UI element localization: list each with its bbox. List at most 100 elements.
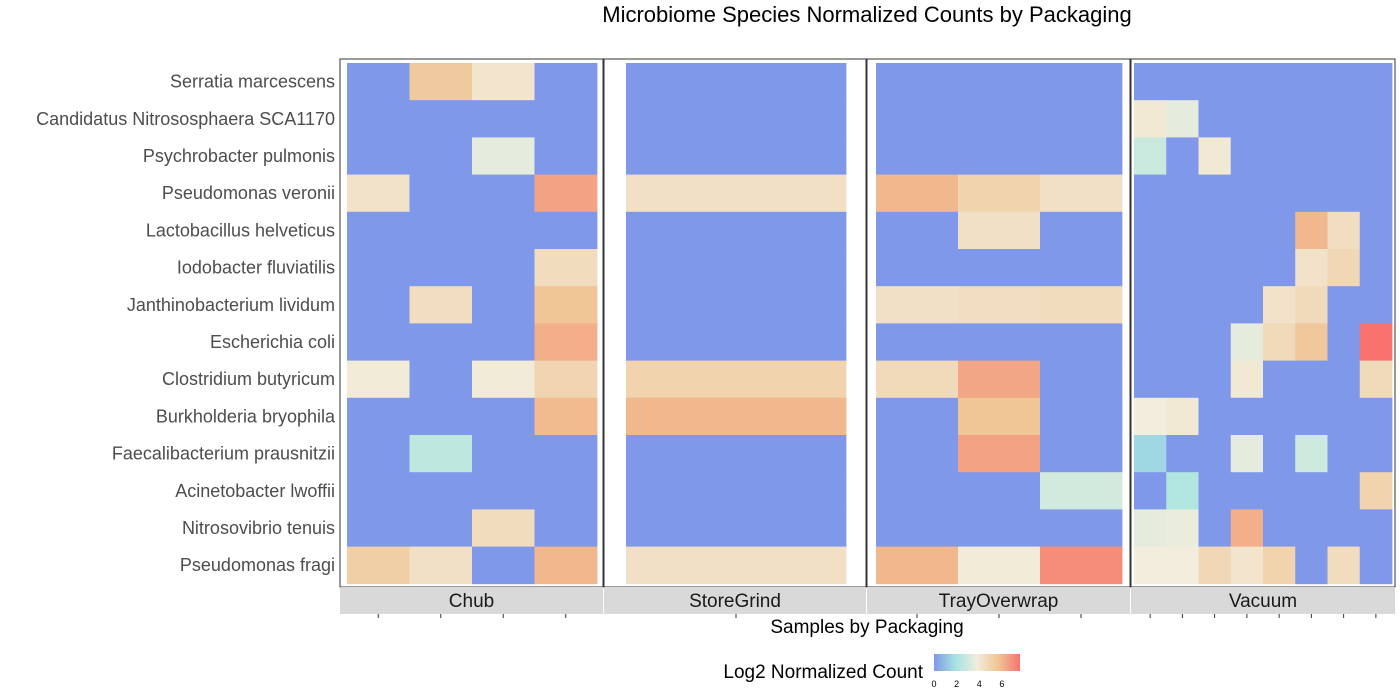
heatmap-cell xyxy=(1166,174,1199,213)
heatmap-cell xyxy=(1230,211,1264,250)
heatmap-cell xyxy=(1295,137,1328,175)
heatmap-cell xyxy=(876,211,959,250)
heatmap-cell xyxy=(958,509,1041,547)
heatmap-cell xyxy=(958,397,1041,436)
heatmap-cell xyxy=(1327,211,1361,250)
heatmap-cell xyxy=(409,472,473,510)
heatmap-cell xyxy=(1198,472,1232,510)
heatmap-cell xyxy=(1230,546,1264,585)
heatmap-cell xyxy=(1295,509,1328,547)
facet-label: StoreGrind xyxy=(689,591,781,612)
heatmap-cell xyxy=(409,286,473,324)
heatmap-cell xyxy=(409,360,473,399)
legend-colorbar xyxy=(934,654,1020,671)
heatmap-cell xyxy=(472,174,535,213)
y-tick-label: Psychrobacter pulmonis xyxy=(143,146,335,166)
heatmap-cell xyxy=(1040,100,1123,138)
heatmap-cell xyxy=(626,435,847,473)
y-tick-label: Acinetobacter lwoffii xyxy=(175,481,335,501)
heatmap-cell xyxy=(1198,546,1232,585)
legend-tick-label: 0 xyxy=(931,679,936,689)
heatmap-cell xyxy=(472,211,535,250)
heatmap-cell xyxy=(958,472,1041,510)
heatmap-cell xyxy=(347,63,410,101)
heatmap-cell xyxy=(409,249,473,287)
heatmap-cell xyxy=(534,323,598,361)
heatmap-cell xyxy=(1198,137,1232,175)
heatmap-cell xyxy=(958,286,1041,324)
heatmap-cell xyxy=(1359,323,1393,361)
heatmap-cell xyxy=(1263,509,1296,547)
heatmap-cell xyxy=(626,249,847,287)
heatmap-cell xyxy=(626,100,847,138)
heatmap-cell xyxy=(1295,249,1328,287)
facet-strip xyxy=(867,587,1130,614)
heatmap-cell xyxy=(1327,323,1361,361)
heatmap-cell xyxy=(1327,360,1361,399)
heatmap-cell xyxy=(1327,546,1361,585)
heatmap-cell xyxy=(1198,360,1232,399)
heatmap-cell xyxy=(534,211,598,250)
heatmap-cell xyxy=(626,323,847,361)
heatmap-cell xyxy=(1295,397,1328,436)
heatmap-cell xyxy=(1134,174,1167,213)
heatmap-cell xyxy=(1230,100,1264,138)
heatmap-cell xyxy=(1263,211,1296,250)
heatmap-cell xyxy=(876,509,959,547)
heatmap-cell xyxy=(534,546,598,585)
heatmap-cell xyxy=(1134,211,1167,250)
heatmap-cell xyxy=(1198,509,1232,547)
heatmap-cell xyxy=(1327,100,1361,138)
heatmap-cell xyxy=(347,211,410,250)
heatmap-cell xyxy=(1166,360,1199,399)
heatmap-cell xyxy=(1134,435,1167,473)
heatmap-cell xyxy=(1359,249,1393,287)
heatmap-cell xyxy=(1166,137,1199,175)
heatmap-cell xyxy=(534,360,598,399)
heatmap-cell xyxy=(876,360,959,399)
heatmap-cell xyxy=(1198,323,1232,361)
heatmap-cell xyxy=(626,174,847,213)
heatmap-cell xyxy=(1359,397,1393,436)
heatmap-cell xyxy=(1230,472,1264,510)
facet-label: Chub xyxy=(449,591,494,612)
heatmap-cell xyxy=(1327,249,1361,287)
heatmap-cell xyxy=(626,63,847,101)
heatmap-cell xyxy=(876,397,959,436)
heatmap-cell xyxy=(1295,174,1328,213)
chart-title: Microbiome Species Normalized Counts by … xyxy=(602,2,1131,27)
y-tick-label: Candidatus Nitrososphaera SCA1170 xyxy=(36,109,335,129)
heatmap-cell xyxy=(347,249,410,287)
heatmap-cell xyxy=(409,546,473,585)
legend-title: Log2 Normalized Count xyxy=(723,662,923,683)
heatmap-cell xyxy=(1295,472,1328,510)
heatmap-cell xyxy=(409,323,473,361)
heatmap-cell xyxy=(1166,397,1199,436)
heatmap-cell xyxy=(347,472,410,510)
heatmap-cell xyxy=(472,472,535,510)
heatmap-cell xyxy=(1359,211,1393,250)
heatmap-cell xyxy=(1295,323,1328,361)
heatmap-cell xyxy=(1263,286,1296,324)
heatmap-cell xyxy=(534,174,598,213)
heatmap-cell xyxy=(1198,397,1232,436)
heatmap-cell xyxy=(1327,509,1361,547)
heatmap-cell xyxy=(1166,286,1199,324)
heatmap-cell xyxy=(1134,546,1167,585)
heatmap-cell xyxy=(472,323,535,361)
heatmap-cell xyxy=(1327,174,1361,213)
heatmap-cell xyxy=(472,360,535,399)
heatmap-cell xyxy=(1263,435,1296,473)
heatmap-cell xyxy=(347,286,410,324)
heatmap-cell xyxy=(1327,286,1361,324)
heatmap-cell xyxy=(626,397,847,436)
heatmap-cell xyxy=(534,249,598,287)
y-tick-label: Iodobacter fluviatilis xyxy=(177,258,335,278)
heatmap-cell xyxy=(1134,360,1167,399)
heatmap-cell xyxy=(1040,323,1123,361)
heatmap-cell xyxy=(1166,323,1199,361)
heatmap-cell xyxy=(347,174,410,213)
heatmap-cell xyxy=(1134,137,1167,175)
heatmap-cell xyxy=(1198,211,1232,250)
heatmap-cell xyxy=(1166,546,1199,585)
